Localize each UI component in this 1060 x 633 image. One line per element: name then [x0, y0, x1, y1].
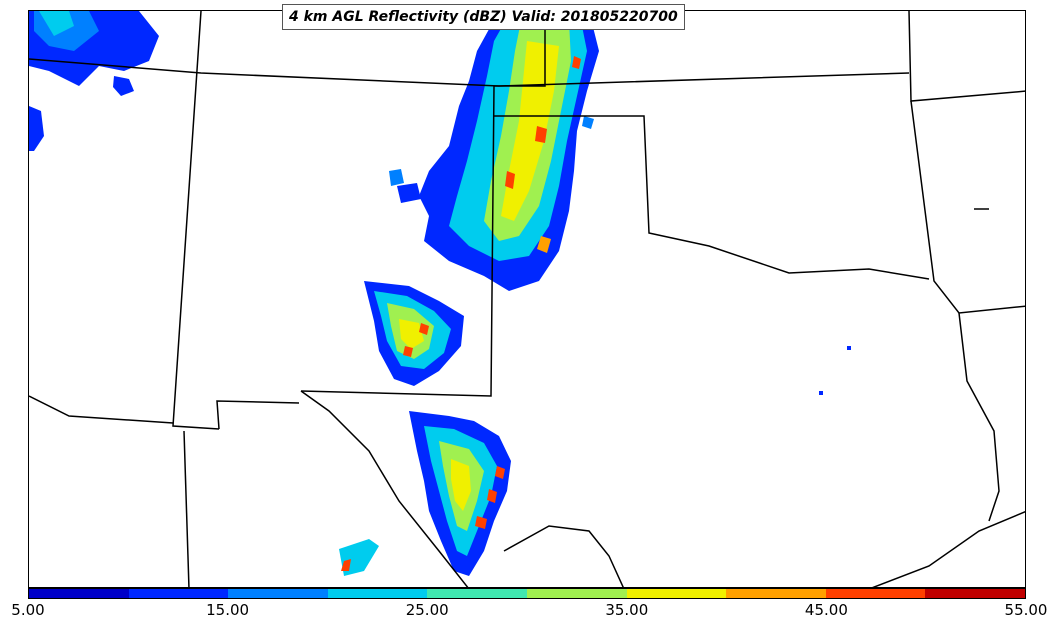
- colorbar-segment: [526, 589, 627, 598]
- echo-sw-cell-core: [341, 559, 351, 571]
- colorbar-segment: [228, 589, 328, 598]
- map-title: 4 km AGL Reflectivity (dBZ) Valid: 20180…: [282, 4, 685, 30]
- colorbar-tick-label: 15.00: [206, 601, 250, 619]
- echo-core-3: [505, 171, 515, 189]
- colorbar-tick-label: 25.00: [405, 601, 449, 619]
- boundary-north-line: [29, 58, 910, 87]
- colorbar-segment: [128, 589, 229, 598]
- echo-core-1: [572, 56, 581, 69]
- echo-core-9: [475, 516, 487, 529]
- boundary-ok-north: [494, 115, 930, 280]
- echo-nw-spot: [113, 76, 134, 96]
- echo-core-8: [487, 489, 497, 503]
- boundary-gulf-coast: [503, 525, 624, 587]
- echo-small-cell-c: [582, 116, 594, 129]
- boundary-ok-east: [908, 11, 1025, 102]
- boundary-tx-east: [958, 312, 1000, 522]
- map-canvas: [29, 11, 1025, 587]
- echo-core-5: [419, 323, 429, 335]
- echo-core-7: [495, 466, 505, 479]
- colorbar-tick-label: 35.00: [605, 601, 649, 619]
- echo-nw-core: [39, 11, 74, 36]
- colorbar-segment: [925, 589, 1025, 598]
- colorbar-segment: [29, 589, 129, 598]
- colorbar-segment: [825, 589, 926, 598]
- boundary-az-nm: [183, 430, 190, 587]
- boundary-co-west: [172, 11, 220, 430]
- echo-small-cell-a: [389, 169, 404, 186]
- echo-core-2: [535, 126, 547, 143]
- boundary-nm-east: [300, 85, 495, 397]
- boundary-ks-ok: [494, 11, 546, 87]
- colorbar-segment: [626, 589, 727, 598]
- colorbar-tick-label: 45.00: [804, 601, 848, 619]
- echo-core-6: [403, 346, 413, 357]
- colorbar-segment: [726, 589, 826, 598]
- boundary-tx-south: [300, 390, 469, 587]
- colorbar-segment: [327, 589, 428, 598]
- boundary-west-states: [29, 395, 174, 424]
- boundary-tx-west-notch: [216, 400, 300, 430]
- reflectivity-map: [28, 10, 1026, 588]
- echo-tiny-1: [819, 391, 823, 395]
- echo-small-cell-b: [397, 183, 421, 203]
- colorbar-segment: [427, 589, 527, 598]
- boundary-coast-east: [872, 511, 1025, 587]
- echo-tiny-2: [847, 346, 851, 350]
- echo-band-central-yellow: [399, 319, 424, 349]
- boundary-ar-west: [910, 100, 1025, 314]
- echo-w-small: [29, 106, 44, 151]
- colorbar-tick-label: 5.00: [11, 601, 45, 619]
- boundaries: [29, 11, 1025, 587]
- colorbar-labels: 5.00 15.00 25.00 35.00 45.00 55.00: [0, 601, 1060, 623]
- echo-core-4: [537, 236, 551, 253]
- echo-band-south-yellow: [451, 459, 471, 511]
- reflectivity-echoes: [29, 11, 851, 576]
- colorbar: [28, 588, 1026, 599]
- colorbar-tick-label: 55.00: [1004, 601, 1048, 619]
